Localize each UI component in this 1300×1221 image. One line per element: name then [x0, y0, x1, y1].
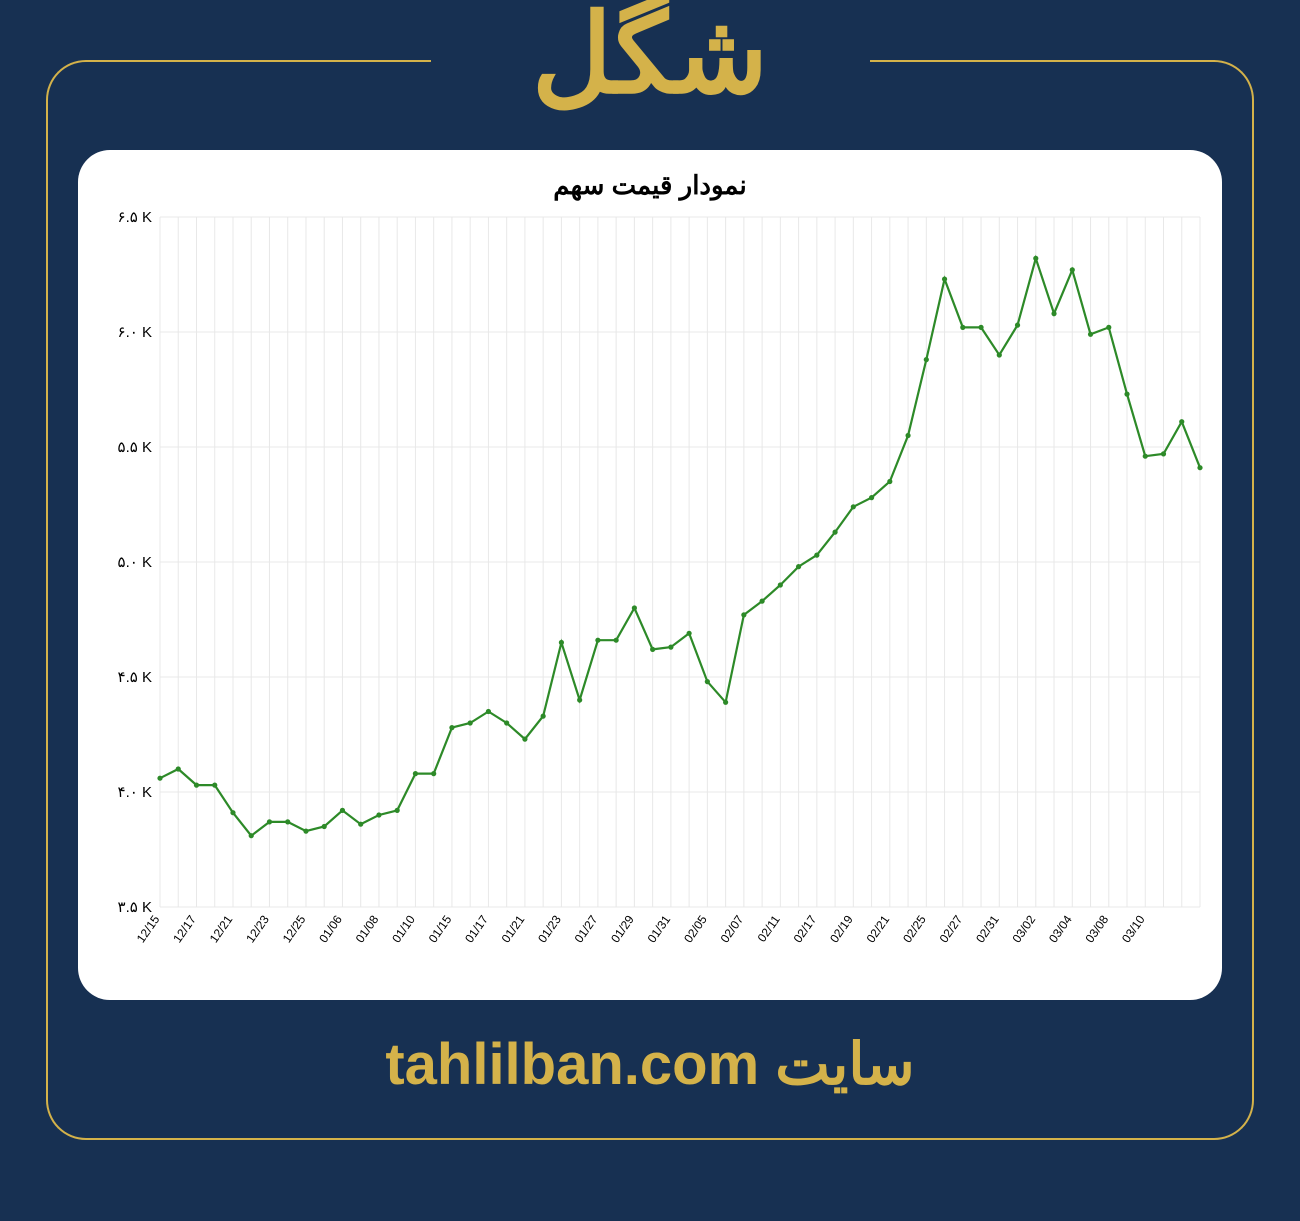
svg-text:01/08: 01/08	[353, 912, 382, 945]
svg-text:02/21: 02/21	[864, 912, 893, 945]
svg-text:۶.۵ K: ۶.۵ K	[118, 209, 152, 226]
svg-text:03/02: 03/02	[1010, 912, 1039, 945]
svg-text:01/10: 01/10	[389, 912, 418, 945]
svg-text:01/06: 01/06	[316, 912, 345, 945]
svg-text:01/27: 01/27	[572, 912, 601, 945]
svg-text:03/08: 03/08	[1083, 912, 1112, 945]
page-title: شگل	[0, 0, 1300, 118]
footer-site-label: سایت	[775, 1032, 914, 1097]
svg-text:02/27: 02/27	[937, 912, 966, 945]
chart-title: نمودار قیمت سهم	[90, 170, 1210, 201]
svg-text:۳.۵ K: ۳.۵ K	[118, 899, 152, 916]
svg-text:02/19: 02/19	[827, 912, 856, 945]
svg-text:02/11: 02/11	[755, 912, 783, 944]
svg-text:01/17: 01/17	[462, 912, 491, 945]
svg-text:01/15: 01/15	[426, 912, 455, 945]
frame-corner	[1214, 1100, 1254, 1140]
frame-border-segment	[86, 1138, 1214, 1140]
price-line-chart: ۳.۵ K ۴.۰ K ۴.۵ K ۵.۰ K ۵.۵ K ۶.۰ K ۶.۵ K 12/15…	[90, 207, 1210, 997]
svg-text:02/17: 02/17	[791, 912, 820, 945]
svg-text:01/29: 01/29	[608, 912, 637, 945]
frame-corner	[46, 1100, 86, 1140]
svg-text:۵.۵ K: ۵.۵ K	[118, 439, 152, 456]
svg-text:۶.۰ K: ۶.۰ K	[118, 324, 152, 341]
svg-text:12/25: 12/25	[280, 912, 309, 945]
svg-text:02/25: 02/25	[900, 912, 929, 945]
svg-text:01/31: 01/31	[645, 912, 674, 945]
svg-text:12/23: 12/23	[243, 912, 272, 945]
svg-text:12/21: 12/21	[207, 912, 236, 945]
svg-text:01/21: 01/21	[499, 912, 528, 945]
svg-text:02/05: 02/05	[681, 912, 710, 945]
svg-text:02/07: 02/07	[718, 912, 747, 945]
svg-text:۴.۵ K: ۴.۵ K	[118, 669, 152, 686]
svg-text:۴.۰ K: ۴.۰ K	[118, 784, 152, 801]
frame-border-segment	[1252, 100, 1254, 1100]
svg-text:۵.۰ K: ۵.۰ K	[118, 554, 152, 571]
svg-text:01/23: 01/23	[535, 912, 564, 945]
svg-text:12/17: 12/17	[170, 912, 199, 945]
svg-text:03/10: 03/10	[1119, 912, 1148, 945]
frame-border-segment	[46, 100, 48, 1100]
svg-text:03/04: 03/04	[1046, 912, 1075, 945]
footer-site-url: tahlilban.com	[385, 1032, 759, 1097]
svg-text:12/15: 12/15	[134, 912, 163, 945]
svg-text:02/31: 02/31	[973, 912, 1002, 945]
footer-site: سایت tahlilban.com	[0, 1030, 1300, 1098]
chart-card: نمودار قیمت سهم ۳.۵ K ۴.۰ K ۴.۵ K ۵.۰ K ۵.۵ …	[78, 150, 1222, 1000]
